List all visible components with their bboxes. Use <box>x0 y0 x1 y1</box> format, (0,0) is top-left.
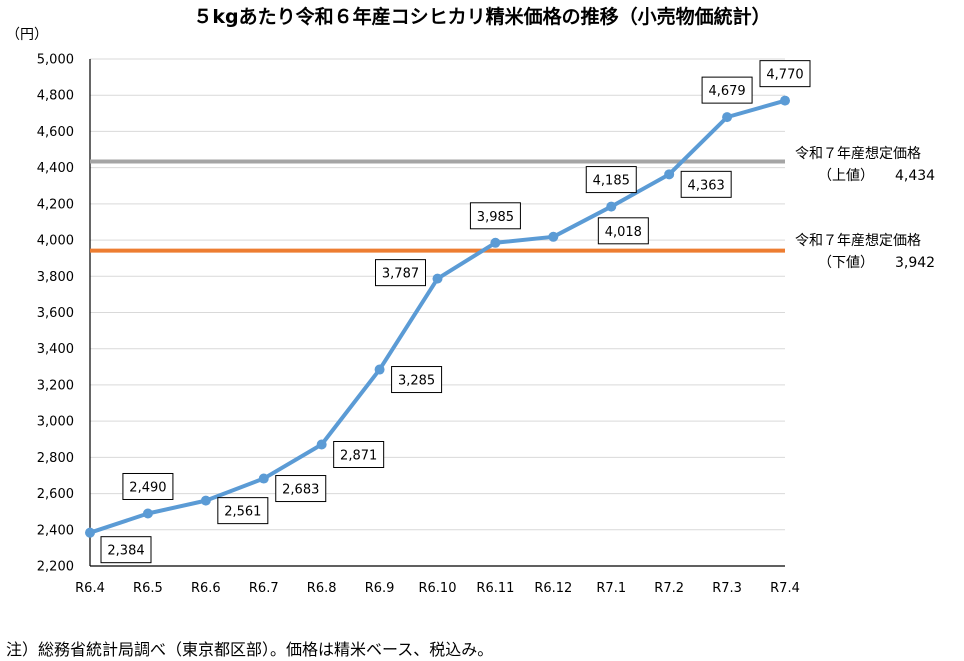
y-tick-label: 4,800 <box>37 89 74 104</box>
y-tick-label: 2,400 <box>37 523 74 538</box>
svg-text:4,679: 4,679 <box>708 84 745 99</box>
svg-text:4,363: 4,363 <box>688 178 725 193</box>
x-tick-label: R6.4 <box>75 581 105 596</box>
reference-line-label: 令和７年産想定価格 <box>795 146 921 162</box>
y-tick-label: 4,200 <box>37 197 74 212</box>
reference-line-label: 令和７年産想定価格 <box>795 233 921 249</box>
data-point <box>142 508 153 519</box>
series-line <box>89 98 786 535</box>
x-tick-label: R6.10 <box>419 581 457 596</box>
reference-line-value: 3,942 <box>895 255 935 271</box>
x-tick-label: R6.8 <box>307 581 337 596</box>
svg-text:3,285: 3,285 <box>398 374 435 389</box>
data-label: 4,363 <box>680 170 732 198</box>
y-tick-label: 2,600 <box>37 487 74 502</box>
data-point <box>490 237 501 248</box>
reference-lines: 令和７年産想定価格 （上値） 4,434 令和７年産想定価格 （下値） 3,942 <box>90 146 935 271</box>
price-series <box>85 95 790 538</box>
data-label: 4,185 <box>585 166 637 194</box>
svg-text:4,185: 4,185 <box>593 174 630 189</box>
y-tick-labels: 2,200 2,400 2,600 2,800 3,000 3,200 3,400 3,600… <box>37 53 74 575</box>
y-tick-label: 4,400 <box>37 161 74 176</box>
x-tick-label: R6.12 <box>534 581 572 596</box>
svg-text:2,561: 2,561 <box>224 505 261 520</box>
chart-title: ５kgあたり令和６年産コシヒカリ精米価格の推移（小売物価統計） <box>193 5 770 28</box>
y-tick-label: 2,200 <box>37 560 74 575</box>
x-tick-label: R7.1 <box>596 581 626 596</box>
svg-text:2,384: 2,384 <box>107 544 144 559</box>
data-point <box>548 231 559 242</box>
data-point <box>606 201 617 212</box>
data-labels: 2,384 2,490 2,561 2,683 2,871 3,285 3,787 3,985… <box>100 60 811 564</box>
data-point <box>316 439 327 450</box>
data-point <box>85 527 95 538</box>
data-label: 4,018 <box>597 217 649 245</box>
data-point <box>374 364 385 375</box>
data-point <box>780 95 790 106</box>
svg-text:2,683: 2,683 <box>282 483 319 498</box>
reference-line-sublabel: （下値） <box>818 255 874 271</box>
y-tick-label: 3,400 <box>37 342 74 357</box>
y-axis-unit: （円） <box>6 27 48 43</box>
x-tick-label: R7.2 <box>654 581 684 596</box>
reference-line-value: 4,434 <box>895 168 935 184</box>
data-label: 4,770 <box>759 60 811 88</box>
data-label: 2,871 <box>333 441 385 469</box>
footnote: 注）総務省統計局調べ（東京都区部）。価格は精米ベース、税込み。 <box>6 640 494 659</box>
x-tick-label: R7.4 <box>770 581 800 596</box>
x-tick-label: R6.6 <box>191 581 221 596</box>
x-tick-label: R6.7 <box>249 581 279 596</box>
svg-text:3,985: 3,985 <box>477 210 514 225</box>
y-tick-label: 3,000 <box>37 415 74 430</box>
y-tick-label: 5,000 <box>37 53 74 68</box>
axes <box>89 59 785 567</box>
data-point <box>664 169 675 180</box>
data-point <box>200 495 211 506</box>
data-label: 2,490 <box>122 472 174 500</box>
y-tick-label: 3,800 <box>37 270 74 285</box>
x-tick-labels: R6.4 R6.5 R6.6 R6.7 R6.8 R6.9 R6.10 R6.11 R6.12 R… <box>75 581 800 596</box>
data-label: 2,561 <box>217 497 269 525</box>
data-label: 3,787 <box>375 259 426 287</box>
svg-text:3,787: 3,787 <box>382 267 419 282</box>
svg-text:4,770: 4,770 <box>766 68 803 83</box>
data-point <box>722 112 733 123</box>
x-tick-label: R6.9 <box>365 581 395 596</box>
y-tick-label: 3,200 <box>37 378 74 393</box>
y-tick-label: 2,800 <box>37 451 74 466</box>
data-label: 3,985 <box>469 202 521 230</box>
svg-text:2,871: 2,871 <box>340 449 377 464</box>
data-label: 4,679 <box>701 76 753 104</box>
y-tick-label: 4,600 <box>37 125 74 140</box>
data-label: 3,285 <box>391 366 443 394</box>
gridlines <box>90 58 785 531</box>
data-label: 2,683 <box>275 475 327 503</box>
svg-text:2,490: 2,490 <box>129 480 166 495</box>
x-tick-label: R7.3 <box>712 581 742 596</box>
data-point <box>258 473 269 484</box>
y-tick-label: 4,000 <box>37 234 74 249</box>
x-tick-label: R6.5 <box>133 581 163 596</box>
reference-line-sublabel: （上値） <box>818 168 874 184</box>
y-tick-label: 3,600 <box>37 306 74 321</box>
data-point <box>432 273 443 284</box>
data-label: 2,384 <box>100 536 152 564</box>
x-tick-label: R6.11 <box>476 581 514 596</box>
svg-text:4,018: 4,018 <box>605 225 642 240</box>
